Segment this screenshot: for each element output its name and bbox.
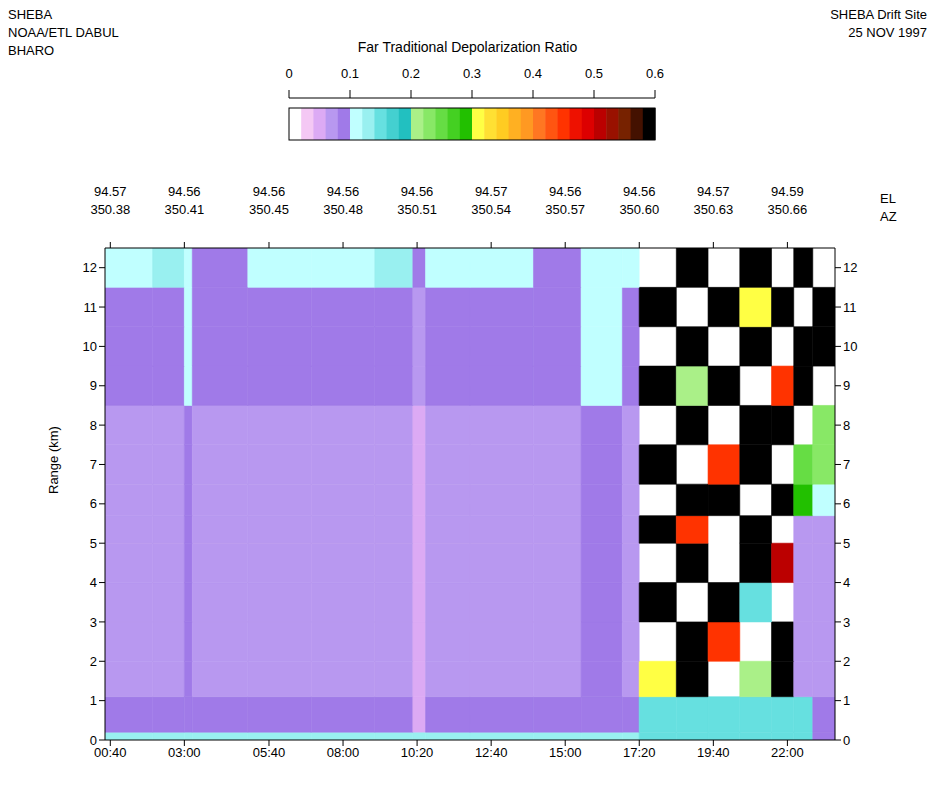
svg-text:94.56: 94.56 [253,184,286,199]
svg-text:3: 3 [843,615,850,630]
svg-text:94.56: 94.56 [549,184,582,199]
svg-text:350.60: 350.60 [619,202,659,217]
svg-text:0.1: 0.1 [341,66,359,81]
svg-text:22:00: 22:00 [771,745,804,760]
svg-text:4: 4 [843,575,850,590]
svg-text:0.4: 0.4 [524,66,542,81]
html-text:NOAA/ETL DABUL: NOAA/ETL DABUL [8,25,119,40]
svg-text:10: 10 [843,339,857,354]
svg-text:94.57: 94.57 [697,184,730,199]
svg-text:0: 0 [843,733,850,748]
svg-text:350.51: 350.51 [397,202,437,217]
html-text:SHEBA Drift Site: SHEBA Drift Site [830,7,927,22]
svg-text:3: 3 [90,615,97,630]
svg-text:11: 11 [84,300,98,315]
svg-text:350.66: 350.66 [768,202,808,217]
svg-text:0: 0 [285,66,292,81]
svg-text:350.54: 350.54 [471,202,511,217]
svg-text:19:40: 19:40 [697,745,730,760]
svg-text:1: 1 [843,693,850,708]
svg-text:00:40: 00:40 [94,745,127,760]
svg-text:03:00: 03:00 [168,745,201,760]
svg-text:350.41: 350.41 [164,202,204,217]
svg-text:350.38: 350.38 [90,202,130,217]
svg-text:94.56: 94.56 [401,184,434,199]
html-text:BHARO: BHARO [8,43,55,58]
svg-text:350.48: 350.48 [323,202,363,217]
svg-text:2: 2 [90,654,97,669]
svg-text:0.2: 0.2 [402,66,420,81]
svg-text:350.63: 350.63 [693,202,733,217]
svg-text:94.57: 94.57 [94,184,127,199]
html-text:EL: EL [880,191,896,206]
svg-text:0.3: 0.3 [463,66,481,81]
svg-text:6: 6 [90,496,97,511]
svg-text:17:20: 17:20 [623,745,656,760]
svg-text:11: 11 [843,300,857,315]
svg-text:10: 10 [83,339,97,354]
html-text:AZ: AZ [880,209,897,224]
html-text:25 NOV 1997: 25 NOV 1997 [848,25,927,40]
svg-text:15:00: 15:00 [549,745,582,760]
svg-text:0.5: 0.5 [585,66,603,81]
svg-text:8: 8 [90,418,97,433]
svg-text:Range (km): Range (km) [46,426,61,494]
svg-text:9: 9 [843,378,850,393]
svg-text:350.45: 350.45 [249,202,289,217]
svg-text:10:20: 10:20 [401,745,434,760]
svg-text:05:40: 05:40 [253,745,286,760]
html-text:Far Traditional Depolarization: Far Traditional Depolarization Ratio [357,39,578,55]
svg-text:0.6: 0.6 [646,66,664,81]
svg-text:1: 1 [90,693,97,708]
svg-text:9: 9 [90,378,97,393]
svg-text:7: 7 [843,457,850,472]
svg-text:94.56: 94.56 [623,184,656,199]
svg-text:4: 4 [90,575,97,590]
svg-text:7: 7 [90,457,97,472]
svg-text:12: 12 [83,260,97,275]
svg-text:2: 2 [843,654,850,669]
svg-text:94.56: 94.56 [168,184,201,199]
html-text:SHEBA: SHEBA [8,7,53,22]
svg-text:94.59: 94.59 [771,184,804,199]
svg-text:94.57: 94.57 [475,184,508,199]
svg-text:12: 12 [843,260,857,275]
svg-text:0: 0 [90,733,97,748]
svg-text:8: 8 [843,418,850,433]
svg-text:6: 6 [843,496,850,511]
svg-text:94.56: 94.56 [327,184,360,199]
svg-text:08:00: 08:00 [327,745,360,760]
svg-text:5: 5 [843,536,850,551]
svg-text:5: 5 [90,536,97,551]
svg-text:350.57: 350.57 [545,202,585,217]
svg-text:12:40: 12:40 [475,745,508,760]
